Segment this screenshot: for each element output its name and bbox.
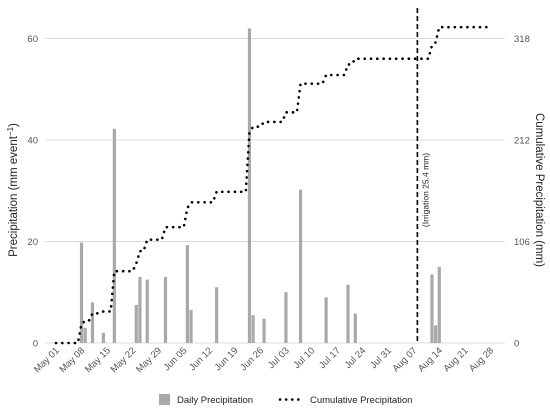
precip-bar xyxy=(83,327,87,343)
precip-bar xyxy=(145,279,149,343)
right-axis-ticks: 0 106 212 318 xyxy=(514,34,530,349)
left-tick-label: 60 xyxy=(27,34,38,45)
precip-bar xyxy=(90,302,95,343)
precip-bar xyxy=(185,245,189,343)
cumulative-precipitation-line xyxy=(54,25,489,345)
precip-bar xyxy=(346,284,350,343)
right-tick-label: 318 xyxy=(514,34,530,45)
cumulative-line-path xyxy=(54,25,489,345)
left-tick-label: 20 xyxy=(27,237,38,248)
precip-bar xyxy=(101,332,106,343)
left-axis-title: Precipitation (mm event−1) xyxy=(6,123,20,257)
precip-bar xyxy=(437,266,441,343)
precip-bar xyxy=(112,128,116,343)
precip-bar xyxy=(247,28,252,343)
daily-precipitation-bars xyxy=(79,28,441,343)
precip-bar xyxy=(251,315,255,343)
left-tick-label: 0 xyxy=(33,339,38,350)
precip-bar xyxy=(353,313,357,343)
precip-bar xyxy=(284,292,288,343)
legend-bar-swatch xyxy=(159,394,170,405)
left-tick-label: 40 xyxy=(27,135,38,146)
right-tick-label: 106 xyxy=(514,237,530,248)
right-axis-title: Cumulative Precipitation (mm) xyxy=(533,113,545,267)
left-axis-title-superscript: −1 xyxy=(6,126,15,136)
precip-bar xyxy=(134,304,138,343)
right-tick-label: 212 xyxy=(514,136,530,147)
irrigation-annotation: (Irrigation 25.4 mm) xyxy=(416,8,430,343)
precip-bar xyxy=(324,297,328,343)
precip-bar xyxy=(138,277,142,343)
precip-bar xyxy=(214,287,219,343)
legend: Daily Precipitation Cumulative Precipita… xyxy=(159,394,412,406)
precip-bar xyxy=(79,242,84,343)
precip-bar xyxy=(430,274,434,343)
left-axis-title-end: ) xyxy=(8,123,20,127)
right-tick-label: 0 xyxy=(514,339,519,350)
left-axis-ticks: 0 20 40 60 xyxy=(27,34,38,350)
precip-bar xyxy=(262,318,266,343)
left-axis-title-main: Precipitation (mm event xyxy=(8,135,20,257)
legend-label-daily: Daily Precipitation xyxy=(177,395,253,406)
legend-label-cumulative: Cumulative Precipitation xyxy=(310,395,412,406)
irrigation-label: (Irrigation 25.4 mm) xyxy=(420,153,430,227)
precip-bar xyxy=(434,325,438,343)
precip-bar xyxy=(189,310,193,343)
gridlines xyxy=(45,37,505,344)
precip-bar xyxy=(298,189,303,343)
precip-bar xyxy=(163,277,168,343)
